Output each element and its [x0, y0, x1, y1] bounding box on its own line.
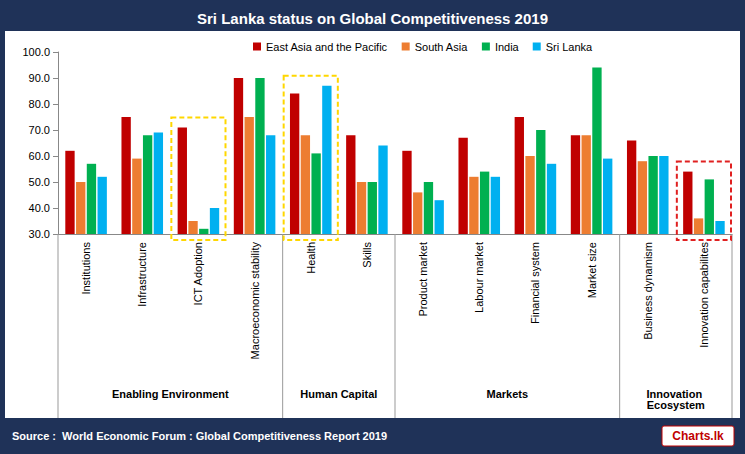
svg-text:Product market: Product market	[417, 242, 429, 317]
svg-text:East Asia and the Pacific: East Asia and the Pacific	[266, 41, 388, 53]
svg-text:Infrastructure: Infrastructure	[136, 242, 148, 307]
svg-text:South Asia: South Asia	[415, 41, 468, 53]
svg-text:ICT Adoption: ICT Adoption	[192, 242, 204, 305]
svg-text:Charts.lk: Charts.lk	[672, 429, 724, 443]
svg-text:India: India	[495, 41, 520, 53]
svg-text:80.0: 80.0	[29, 98, 50, 110]
svg-text:30.0: 30.0	[29, 228, 50, 240]
svg-text:Market size: Market size	[586, 242, 598, 298]
svg-text:100.0: 100.0	[22, 46, 50, 58]
svg-text:Sri Lanka: Sri Lanka	[546, 41, 593, 53]
svg-text:Skills: Skills	[361, 242, 373, 268]
svg-text:Labour market: Labour market	[473, 242, 485, 313]
svg-text:Institutions: Institutions	[80, 242, 92, 295]
svg-text:Source : World Economic Forum: Source : World Economic Forum : Global C…	[12, 430, 387, 442]
svg-text:Business dynamism: Business dynamism	[642, 242, 654, 340]
svg-text:Innovation: Innovation	[646, 387, 706, 400]
svg-text:Financial system: Financial system	[529, 242, 541, 324]
svg-text:70.0: 70.0	[29, 124, 50, 136]
svg-text:50.0: 50.0	[29, 176, 50, 188]
svg-text:Markets: Markets	[487, 388, 529, 400]
svg-text:Ecosystem: Ecosystem	[647, 399, 705, 411]
svg-text:90.0: 90.0	[29, 72, 50, 84]
svg-text:Enabling Environment: Enabling Environment	[112, 388, 229, 400]
svg-text:Sri Lanka status on Global Com: Sri Lanka status on Global Competitivene…	[197, 10, 548, 27]
svg-text:40.0: 40.0	[29, 202, 50, 214]
svg-text:Innovation capabilites: Innovation capabilites	[698, 242, 710, 348]
svg-text:60.0: 60.0	[29, 150, 50, 162]
svg-text:Macroeconomic stability: Macroeconomic stability	[249, 242, 261, 360]
svg-text:Health: Health	[305, 242, 317, 274]
svg-text:Human Capital: Human Capital	[300, 388, 377, 400]
